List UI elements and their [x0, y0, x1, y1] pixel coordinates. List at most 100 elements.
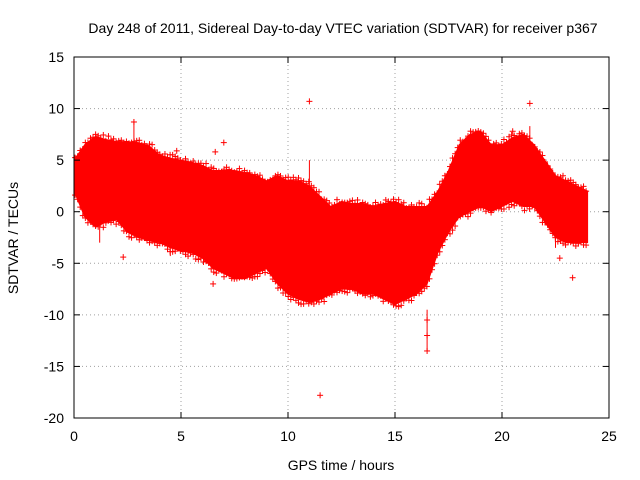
data-point [444, 230, 451, 237]
data-point [221, 273, 228, 280]
data-point [493, 139, 500, 146]
data-point [341, 288, 348, 295]
y-tick-label: 15 [48, 49, 64, 65]
data-point [110, 135, 117, 142]
data-point [74, 196, 81, 203]
data-point [503, 199, 510, 206]
data-point [318, 295, 325, 302]
data-point [298, 177, 305, 184]
data-point [393, 199, 400, 206]
data-point [305, 178, 312, 185]
data-point [549, 169, 556, 176]
data-point [115, 137, 122, 144]
data-point [236, 165, 243, 172]
data-point [547, 226, 554, 233]
data-point [475, 128, 482, 135]
data-point [459, 138, 466, 145]
data-point [531, 143, 538, 150]
data-point [272, 278, 279, 285]
data-point [346, 286, 353, 293]
data-point [326, 199, 333, 206]
data-point [436, 181, 443, 188]
data-point [539, 152, 546, 159]
data-point [92, 131, 99, 138]
data-point [380, 298, 387, 305]
x-tick-label: 15 [387, 428, 403, 444]
data-point [164, 154, 171, 161]
data-point [439, 242, 446, 249]
data-point [97, 135, 104, 142]
data-point [351, 200, 358, 207]
data-point [488, 209, 495, 216]
data-point [480, 204, 487, 211]
data-point [182, 155, 189, 162]
data-point [105, 133, 112, 140]
data-point [367, 293, 374, 300]
data-point [231, 169, 238, 176]
outlier-point [105, 141, 112, 148]
data-point [285, 174, 292, 181]
data-point [326, 290, 333, 297]
data-point [446, 230, 453, 237]
data-point [457, 137, 464, 144]
data-point [567, 239, 574, 246]
data-point [146, 239, 153, 246]
data-point [174, 245, 181, 252]
y-tick-label: -20 [44, 410, 64, 426]
data-point [143, 143, 150, 150]
data-point [477, 204, 484, 211]
data-point [452, 223, 459, 230]
data-point [74, 153, 81, 160]
data-point [575, 185, 582, 192]
data-point [377, 201, 384, 208]
data-point [256, 172, 263, 179]
data-point [95, 132, 102, 139]
outlier-point [306, 98, 313, 105]
data-point [562, 177, 569, 184]
data-point [215, 168, 222, 175]
data-point [467, 210, 474, 217]
data-point [190, 158, 197, 165]
data-point [488, 143, 495, 150]
data-point [577, 238, 584, 245]
data-point [526, 205, 533, 212]
data-point [449, 227, 456, 234]
data-point [480, 130, 487, 137]
data-point [454, 214, 461, 221]
data-point [236, 274, 243, 281]
data-point [500, 205, 507, 212]
data-point [241, 274, 248, 281]
data-point [516, 130, 523, 137]
data-point [272, 172, 279, 179]
data-point [508, 201, 515, 208]
data-series [72, 98, 590, 399]
data-point [151, 239, 158, 246]
data-point [254, 173, 261, 180]
data-point [192, 255, 199, 262]
data-point [518, 203, 525, 210]
data-point [516, 199, 523, 206]
data-point [362, 292, 369, 299]
data-point [377, 292, 384, 299]
y-axis-label: SDTVAR / TECUs [5, 182, 21, 294]
data-point [536, 149, 543, 156]
data-point [331, 201, 338, 208]
data-point [110, 217, 117, 224]
data-point [87, 135, 94, 142]
data-point [485, 205, 492, 212]
data-point [274, 285, 281, 292]
data-point [459, 211, 466, 218]
data-point [395, 196, 402, 203]
data-point [382, 196, 389, 203]
data-point [120, 139, 127, 146]
data-point [385, 298, 392, 305]
data-point [429, 196, 436, 203]
data-point [210, 269, 217, 276]
outlier-point [210, 280, 217, 287]
data-point [390, 301, 397, 308]
data-point [547, 166, 554, 173]
outlier-point [569, 274, 576, 281]
data-point [562, 241, 569, 248]
data-point [498, 141, 505, 148]
data-point [197, 160, 204, 167]
